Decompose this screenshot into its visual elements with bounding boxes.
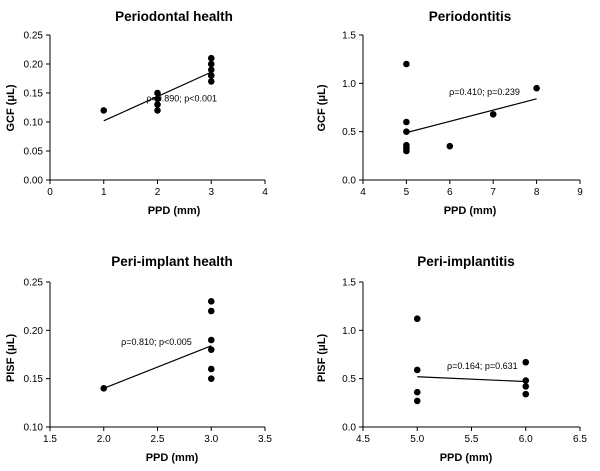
x-tick-label: 6.0 <box>519 434 533 445</box>
y-tick-label: 1.0 <box>342 79 356 90</box>
data-point <box>207 365 215 373</box>
data-point <box>403 118 410 126</box>
x-tick-label: 2 <box>155 187 161 198</box>
y-tick-label: 0.0 <box>342 176 356 187</box>
x-tick-label: 3.0 <box>204 434 218 445</box>
data-point <box>207 78 215 85</box>
plot-area: 4 5 6 7 8 9 0.0 0.5 1.0 1.5 ρ=0.410; p=0.239 <box>342 31 583 199</box>
y-tick-label: 0.0 <box>342 423 356 434</box>
x-tick-label: 1.5 <box>43 434 57 445</box>
chart-title: Peri-implantitis <box>417 254 515 269</box>
data-point <box>522 377 530 384</box>
regression-line <box>417 376 526 383</box>
data-point <box>207 66 215 74</box>
x-tick-label: 2.0 <box>97 434 111 445</box>
x-tick-label: 7 <box>490 187 496 198</box>
data-point <box>100 107 108 114</box>
plot-area: 1.5 2.0 2.5 3.0 3.5 0.10 0.15 0.20 0.25 ρ=0.810; … <box>24 278 273 446</box>
y-tick-label: 0.10 <box>24 423 44 434</box>
y-tick-label: 0.25 <box>24 31 44 42</box>
x-tick-label: 2.5 <box>151 434 165 445</box>
data-point <box>413 366 421 374</box>
panel-periodontitis: Periodontitis PPD (mm) GCF (μL) 4 5 6 7 8 9 0.… <box>316 9 583 217</box>
data-point <box>154 95 161 103</box>
y-axis-label: GCF (μL) <box>5 84 17 131</box>
data-point <box>446 142 454 150</box>
data-point <box>154 89 161 97</box>
panel-peri-implant-health: Peri-implant health PPD (mm) PISF (μL) 1… <box>5 254 272 464</box>
correlation-annotation: ρ=0.810; p<0.005 <box>121 337 192 347</box>
x-tick-label: 0 <box>47 187 53 198</box>
x-tick-label: 6 <box>447 187 453 198</box>
x-axis-label: PPD (mm) <box>440 452 493 464</box>
chart-title: Periodontitis <box>429 9 512 24</box>
x-tick-label: 4 <box>360 187 366 198</box>
y-tick-label: 0.10 <box>24 118 44 129</box>
y-tick-label: 0.00 <box>24 176 44 187</box>
panel-peri-implantitis: Peri-implantitis PPD (mm) PISF (μL) 4.5 5… <box>316 254 587 464</box>
y-axis-label: PISF (μL) <box>316 334 328 383</box>
y-tick-label: 0.25 <box>24 278 44 289</box>
x-axis-label: PPD (mm) <box>146 452 199 464</box>
y-axis-label: GCF (μL) <box>316 84 328 131</box>
data-point <box>522 383 530 390</box>
data-point <box>207 346 215 353</box>
y-tick-label: 0.5 <box>342 374 356 385</box>
y-tick-label: 0.15 <box>24 89 44 100</box>
panel-periodontal-health: Periodontal health PPD (mm) GCF (μL) 0 1 2… <box>5 9 268 217</box>
chart-title: Periodontal health <box>115 9 233 24</box>
y-tick-label: 1.5 <box>342 31 356 42</box>
data-point <box>489 110 497 118</box>
data-point <box>207 72 215 79</box>
x-tick-label: 3 <box>208 187 214 198</box>
data-point <box>413 397 421 405</box>
data-point <box>207 60 215 68</box>
data-point <box>413 388 421 396</box>
x-tick-label: 5.5 <box>465 434 479 445</box>
x-tick-label: 4 <box>262 187 268 198</box>
chart-title: Peri-implant health <box>111 254 233 269</box>
data-point <box>403 128 410 135</box>
plot-area: 0 1 2 3 4 0.00 0.05 0.10 0.15 0.20 0.25 ρ=0.890; p<… <box>24 31 269 199</box>
x-tick-label: 4.5 <box>356 434 370 445</box>
x-tick-label: 8 <box>534 187 540 198</box>
data-point <box>207 54 215 62</box>
data-point <box>154 107 161 114</box>
data-point <box>100 385 108 392</box>
x-tick-label: 3.5 <box>258 434 272 445</box>
y-tick-label: 1.5 <box>342 278 356 289</box>
data-point <box>207 298 215 305</box>
data-point <box>403 60 410 68</box>
x-tick-label: 5 <box>404 187 410 198</box>
x-tick-label: 1 <box>101 187 107 198</box>
data-point <box>154 101 161 108</box>
plot-area: 4.5 5.0 5.5 6.0 6.5 0.0 0.5 1.0 1.5 ρ=0.164; p=0.… <box>342 278 587 446</box>
y-tick-label: 0.05 <box>24 147 44 158</box>
x-tick-label: 5.0 <box>410 434 424 445</box>
correlation-annotation: ρ=0.890; p<0.001 <box>146 94 217 104</box>
y-tick-label: 0.15 <box>24 374 44 385</box>
y-tick-label: 1.0 <box>342 326 356 337</box>
x-tick-label: 6.5 <box>573 434 587 445</box>
data-point <box>207 375 215 382</box>
correlation-annotation: ρ=0.410; p=0.239 <box>449 87 520 97</box>
x-axis-label: PPD (mm) <box>444 205 497 217</box>
data-point <box>403 147 410 155</box>
x-tick-label: 9 <box>577 187 583 198</box>
data-point <box>207 336 215 344</box>
y-tick-label: 0.20 <box>24 60 44 71</box>
y-axis-label: PISF (μL) <box>5 334 17 383</box>
data-point <box>533 84 540 92</box>
regression-line <box>103 345 212 389</box>
data-point <box>522 358 530 366</box>
correlation-annotation: ρ=0.164; p=0.631 <box>447 361 518 371</box>
data-point <box>522 390 530 398</box>
x-axis-label: PPD (mm) <box>148 205 201 217</box>
y-tick-label: 0.20 <box>24 326 44 337</box>
regression-line <box>406 98 537 134</box>
y-tick-label: 0.5 <box>342 127 356 138</box>
data-point <box>413 315 421 323</box>
data-point <box>207 307 215 315</box>
